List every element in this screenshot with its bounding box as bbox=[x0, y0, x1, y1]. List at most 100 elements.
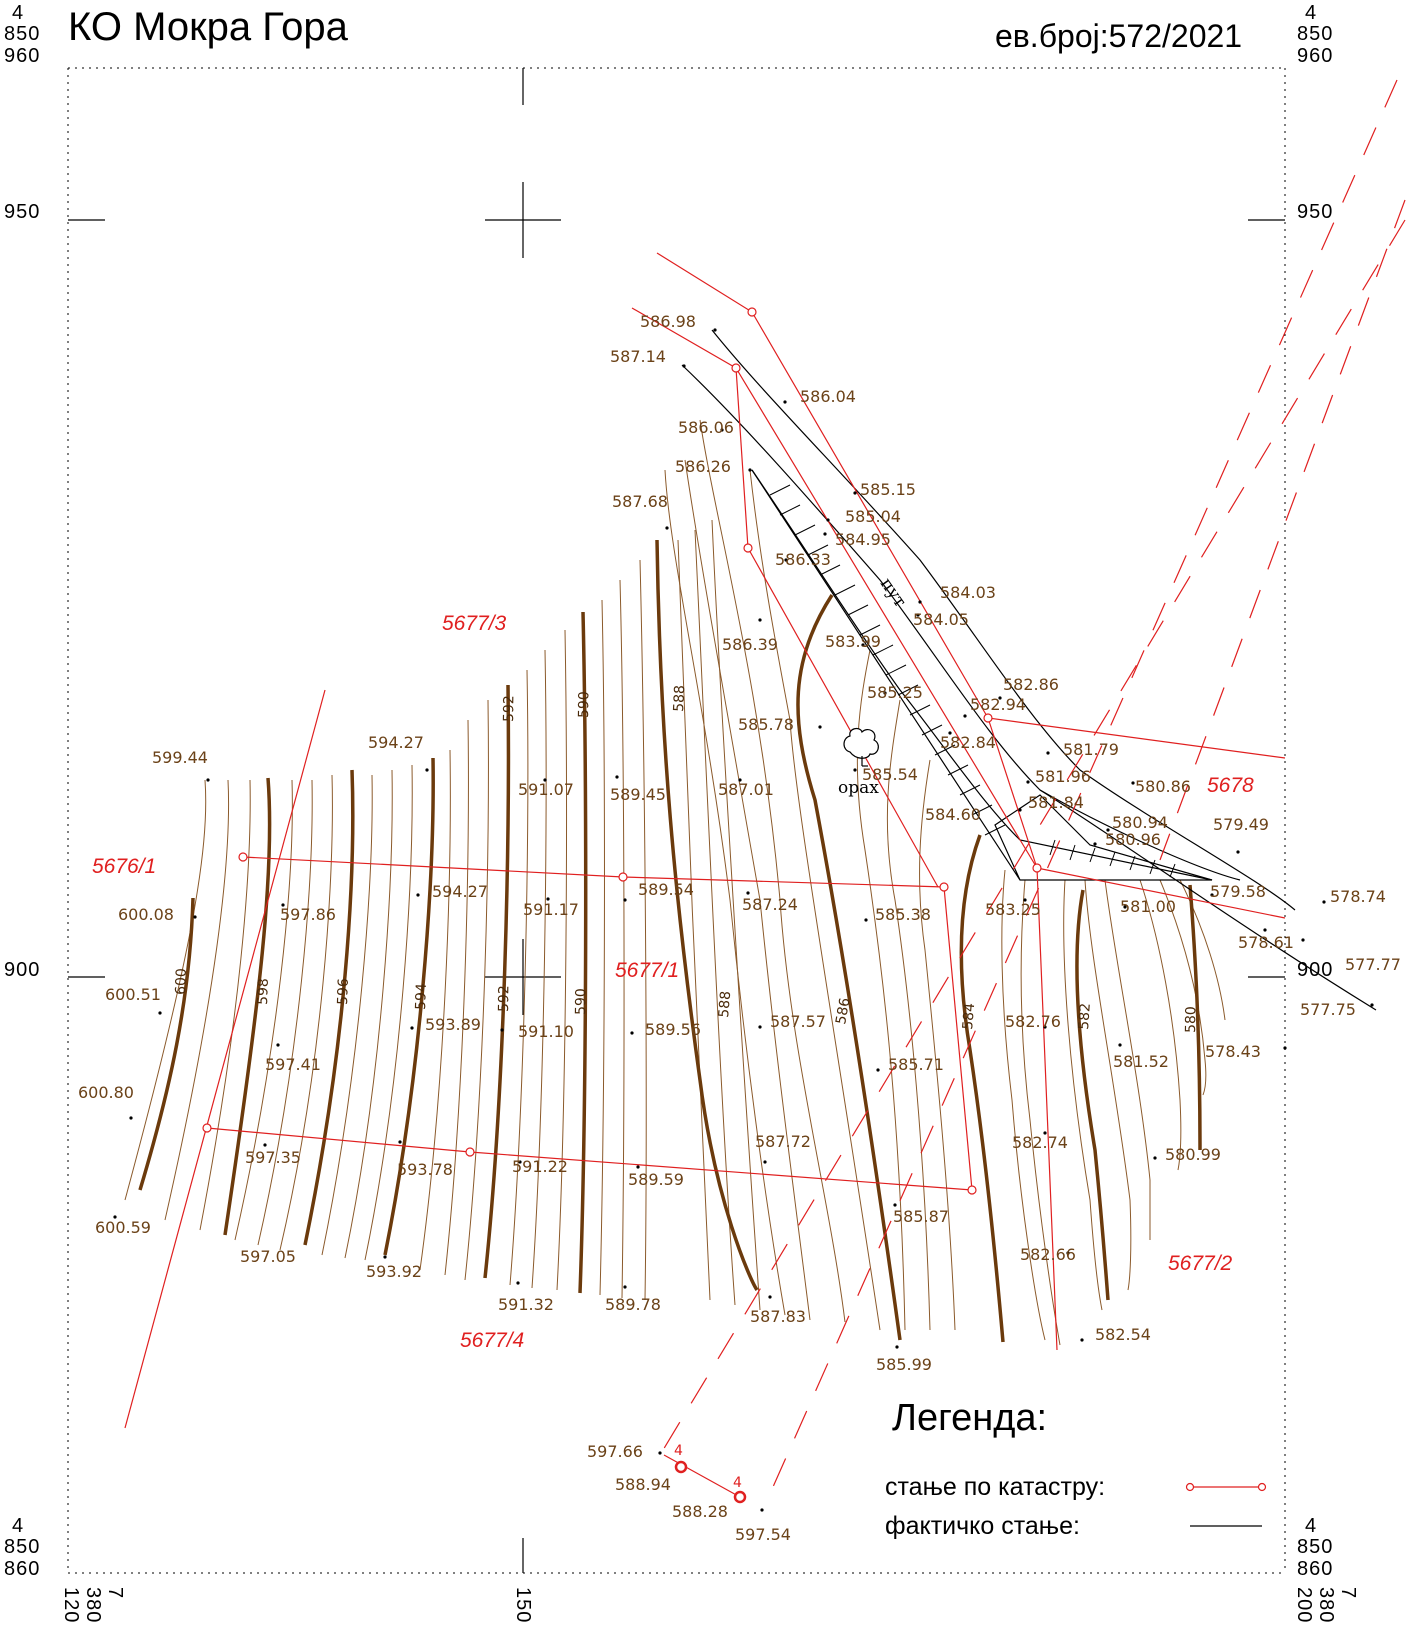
svg-text:589.45: 589.45 bbox=[610, 785, 666, 804]
svg-text:900: 900 bbox=[4, 959, 40, 981]
svg-text:593.92: 593.92 bbox=[366, 1262, 422, 1281]
svg-text:585.71: 585.71 bbox=[888, 1055, 944, 1074]
map-title: КО Мокра Гора bbox=[68, 5, 349, 49]
svg-text:587.83: 587.83 bbox=[750, 1307, 806, 1326]
elevation-dots bbox=[113, 328, 1374, 1512]
record-number: ев.број:572/2021 bbox=[995, 18, 1242, 54]
svg-text:591.17: 591.17 bbox=[523, 900, 579, 919]
svg-text:960: 960 bbox=[4, 45, 40, 67]
legend-title: Легенда: bbox=[892, 1397, 1047, 1439]
svg-text:7: 7 bbox=[1337, 1587, 1359, 1599]
svg-text:592: 592 bbox=[501, 695, 517, 722]
svg-text:578.61: 578.61 bbox=[1238, 933, 1294, 952]
svg-text:850: 850 bbox=[1297, 1536, 1333, 1558]
svg-text:585.04: 585.04 bbox=[845, 507, 901, 526]
svg-text:591.32: 591.32 bbox=[498, 1295, 554, 1314]
svg-text:581.52: 581.52 bbox=[1113, 1052, 1169, 1071]
svg-text:380: 380 bbox=[82, 1587, 104, 1623]
road-label: пут bbox=[876, 574, 910, 611]
svg-text:586.39: 586.39 bbox=[722, 635, 778, 654]
svg-text:600.51: 600.51 bbox=[105, 985, 161, 1004]
svg-text:597.05: 597.05 bbox=[240, 1247, 296, 1266]
svg-text:594.27: 594.27 bbox=[432, 882, 488, 901]
actual-state-lines bbox=[681, 329, 1377, 1011]
svg-text:600.80: 600.80 bbox=[78, 1083, 134, 1102]
legend-cadastre-symbol bbox=[1185, 1482, 1267, 1492]
svg-text:596: 596 bbox=[335, 978, 352, 1005]
legend-actual-label: фактичко стање: bbox=[885, 1512, 1080, 1540]
map-frame bbox=[67, 67, 1286, 1574]
parcel-5677-2: 5677/2 bbox=[1168, 1252, 1233, 1275]
tree-label: орах bbox=[838, 778, 879, 798]
svg-text:4: 4 bbox=[12, 1515, 24, 1537]
svg-text:582.94: 582.94 bbox=[970, 695, 1026, 714]
svg-text:597.66: 597.66 bbox=[587, 1442, 643, 1461]
svg-text:584.60: 584.60 bbox=[925, 805, 981, 824]
svg-text:589.59: 589.59 bbox=[628, 1170, 684, 1189]
svg-text:120: 120 bbox=[60, 1587, 82, 1623]
cadastre-dashed-lines bbox=[659, 79, 1406, 1506]
svg-text:580.86: 580.86 bbox=[1135, 777, 1191, 796]
svg-text:4: 4 bbox=[1305, 1515, 1317, 1537]
svg-text:579.49: 579.49 bbox=[1213, 815, 1269, 834]
svg-text:592: 592 bbox=[496, 985, 512, 1012]
svg-text:581.96: 581.96 bbox=[1035, 767, 1091, 786]
svg-text:580: 580 bbox=[1183, 1006, 1199, 1033]
parcel-5678: 5678 bbox=[1207, 774, 1254, 797]
svg-text:850: 850 bbox=[4, 23, 40, 45]
svg-text:587.14: 587.14 bbox=[610, 347, 666, 366]
svg-text:589.78: 589.78 bbox=[605, 1295, 661, 1314]
svg-text:597.41: 597.41 bbox=[265, 1055, 321, 1074]
svg-text:150: 150 bbox=[512, 1587, 534, 1623]
svg-text:4: 4 bbox=[12, 2, 24, 24]
svg-text:583.25: 583.25 bbox=[985, 900, 1041, 919]
svg-text:581.84: 581.84 bbox=[1028, 793, 1084, 812]
svg-text:586.06: 586.06 bbox=[678, 418, 734, 437]
tree-icon bbox=[843, 727, 879, 767]
legend-cadastre-label: стање по катастру: bbox=[885, 1473, 1105, 1501]
svg-text:860: 860 bbox=[4, 1558, 40, 1580]
contour-labels: 600 598 596 594 592 590 588 586 584 582 … bbox=[173, 685, 1199, 1033]
svg-text:584: 584 bbox=[960, 1002, 978, 1030]
svg-text:589.56: 589.56 bbox=[645, 1020, 701, 1039]
svg-text:584.95: 584.95 bbox=[835, 530, 891, 549]
cadastre-points bbox=[202, 307, 1042, 1504]
svg-text:7: 7 bbox=[104, 1587, 126, 1599]
svg-text:588.28: 588.28 bbox=[672, 1502, 728, 1521]
svg-text:577.77: 577.77 bbox=[1345, 955, 1401, 974]
svg-text:580.96: 580.96 bbox=[1105, 830, 1161, 849]
svg-text:587.68: 587.68 bbox=[612, 492, 668, 511]
svg-text:380: 380 bbox=[1315, 1587, 1337, 1623]
legend: Легенда: стање по катастру: фактичко ста… bbox=[885, 1397, 1267, 1540]
svg-text:584.05: 584.05 bbox=[913, 610, 969, 629]
svg-text:589.54: 589.54 bbox=[638, 880, 694, 899]
svg-text:586: 586 bbox=[833, 997, 853, 1026]
parcel-5677-4: 5677/4 bbox=[460, 1329, 524, 1352]
svg-text:583.99: 583.99 bbox=[825, 632, 881, 651]
coordinate-labels: 4 850 960 4 850 960 950 950 900 900 4 85… bbox=[4, 2, 1359, 1623]
svg-text:588.94: 588.94 bbox=[615, 1475, 671, 1494]
svg-text:590: 590 bbox=[573, 988, 589, 1015]
svg-text:577.75: 577.75 bbox=[1300, 1000, 1356, 1019]
svg-text:594.27: 594.27 bbox=[368, 733, 424, 752]
svg-text:591.07: 591.07 bbox=[518, 780, 574, 799]
svg-text:579.58: 579.58 bbox=[1210, 882, 1266, 901]
svg-text:587.24: 587.24 bbox=[742, 895, 798, 914]
elevation-labels: 586.98 587.14 586.04 586.06 586.26 585.1… bbox=[78, 312, 1401, 1544]
marker-label: 4 bbox=[674, 1443, 683, 1459]
svg-text:582.84: 582.84 bbox=[940, 733, 996, 752]
parcel-5677-1: 5677/1 bbox=[615, 959, 679, 982]
ditch-hatching bbox=[769, 484, 1176, 878]
svg-text:587.57: 587.57 bbox=[770, 1012, 826, 1031]
svg-text:588: 588 bbox=[671, 685, 688, 713]
svg-text:582.86: 582.86 bbox=[1003, 675, 1059, 694]
svg-text:850: 850 bbox=[4, 1536, 40, 1558]
svg-text:585.25: 585.25 bbox=[867, 683, 923, 702]
minor-contours bbox=[124, 419, 1226, 1346]
svg-text:586.26: 586.26 bbox=[675, 457, 731, 476]
svg-text:597.54: 597.54 bbox=[735, 1525, 791, 1544]
cadastre-state-lines bbox=[124, 252, 1286, 1498]
index-contours bbox=[138, 539, 1202, 1343]
svg-text:590: 590 bbox=[576, 691, 592, 718]
